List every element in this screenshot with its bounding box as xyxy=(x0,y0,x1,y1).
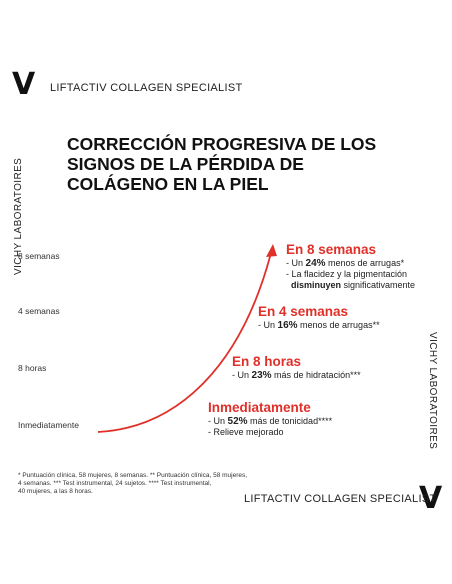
title-line-3: COLÁGENO EN LA PIEL xyxy=(67,174,269,194)
vichy-logo-bottom: V xyxy=(419,481,443,516)
timeline-label-immediately: Inmediatamente xyxy=(18,420,79,430)
result-8-hours-line-1: - Un 23% más de hidratación*** xyxy=(232,370,361,381)
progress-arrow-head xyxy=(266,244,277,257)
result-8-weeks-heading: En 8 semanas xyxy=(286,242,377,257)
result-immediately: Inmediatamente - Un 52% más de tonicidad… xyxy=(208,400,332,438)
result-4-weeks-heading: En 4 semanas xyxy=(258,304,349,319)
vichy-logo-top: V xyxy=(12,67,36,102)
result-4-weeks-line-1: - Un 16% menos de arrugas** xyxy=(258,320,380,331)
title-line-1: CORRECCIÓN PROGRESIVA DE LOS xyxy=(67,134,377,154)
product-line-bottom: LIFTACTIV COLLAGEN SPECIALIST xyxy=(244,493,437,505)
timeline-label-8-hours: 8 horas xyxy=(18,363,47,373)
result-immediately-line-2: - Relieve mejorado xyxy=(208,427,284,437)
title-line-2: SIGNOS DE LA PÉRDIDA DE xyxy=(67,154,304,174)
result-4-weeks: En 4 semanas - Un 16% menos de arrugas** xyxy=(258,304,380,331)
result-8-weeks-line-1: - Un 24% menos de arrugas* xyxy=(286,258,405,269)
result-immediately-line-1: - Un 52% más de tonicidad**** xyxy=(208,416,333,427)
footnote-line-2: 4 semanas. *** Test instrumental, 24 suj… xyxy=(18,480,212,487)
progress-curve-line xyxy=(97,252,272,433)
footnote-line-3: 40 mujeres, a las 8 horas. xyxy=(18,488,93,495)
result-immediately-heading: Inmediatamente xyxy=(208,400,311,415)
result-8-hours-heading: En 8 horas xyxy=(232,354,302,369)
timeline-label-8-weeks: 8 semanas xyxy=(18,251,60,261)
footnote-line-1: * Puntuación clínica, 58 mujeres, 8 sema… xyxy=(18,472,248,479)
result-8-weeks: En 8 semanas - Un 24% menos de arrugas* … xyxy=(286,242,415,291)
result-8-hours: En 8 horas - Un 23% más de hidratación**… xyxy=(232,354,361,381)
result-8-weeks-line-2: - La flacidez y la pigmentación xyxy=(286,269,408,279)
footnote: * Puntuación clínica, 58 mujeres, 8 sema… xyxy=(18,472,268,496)
product-line-top: LIFTACTIV COLLAGEN SPECIALIST xyxy=(50,82,243,94)
timeline-label-4-weeks: 4 semanas xyxy=(18,306,60,316)
page-title: CORRECCIÓN PROGRESIVA DE LOS SIGNOS DE L… xyxy=(67,134,407,194)
result-8-weeks-line-3: disminuyen significativamente xyxy=(291,280,416,290)
